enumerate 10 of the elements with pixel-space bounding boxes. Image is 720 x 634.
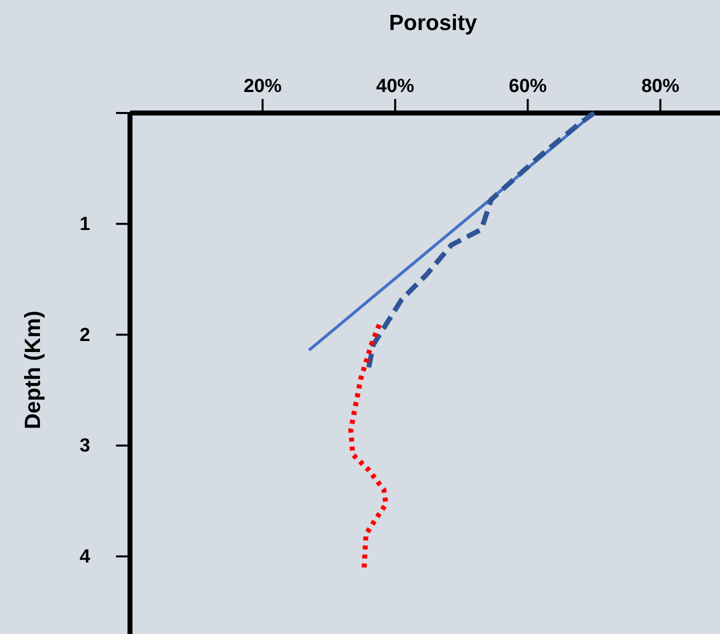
y-tick-label: 2 [80, 324, 90, 346]
x-axis-title: Porosity [388, 10, 478, 35]
y-axis-title: Depth (Km) [20, 310, 45, 430]
x-tick-label: 20% [244, 76, 282, 98]
y-tick-label: 3 [80, 436, 90, 457]
y-tick-label: 4 [80, 546, 91, 568]
x-tick-label: 80% [641, 76, 680, 98]
y-tick-label: 1 [80, 214, 91, 235]
x-tick-label: 40% [376, 76, 414, 98]
x-tick-label: 60% [508, 76, 547, 98]
